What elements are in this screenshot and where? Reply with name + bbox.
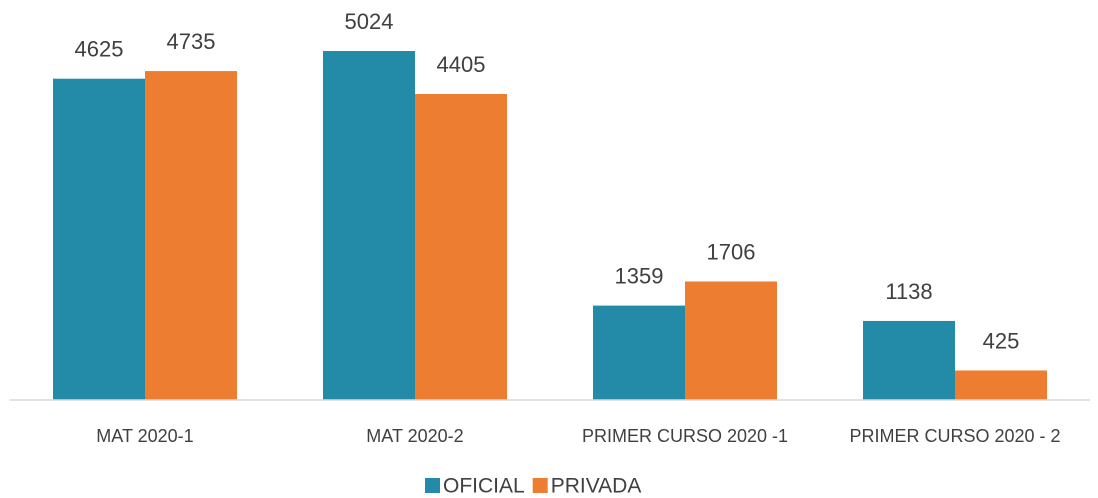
bar [53, 78, 145, 400]
bar [145, 71, 237, 400]
x-tick-label: MAT 2020-2 [366, 426, 463, 446]
legend-label: PRIVADA [551, 475, 642, 498]
data-label: 4625 [75, 37, 124, 62]
bar [955, 370, 1047, 400]
data-label: 1138 [885, 279, 932, 304]
bar [415, 93, 507, 400]
bar [685, 281, 777, 400]
legend-label: OFICIAL [443, 475, 525, 498]
x-tick-label: PRIMER CURSO 2020 -1 [582, 426, 788, 446]
bar [323, 51, 415, 400]
x-tick-label: PRIMER CURSO 2020 - 2 [849, 426, 1060, 446]
legend-swatch [532, 478, 548, 493]
data-label: 5024 [345, 9, 394, 34]
bar [863, 320, 955, 400]
data-label: 1706 [707, 239, 756, 264]
x-tick-label: MAT 2020-1 [96, 426, 193, 446]
data-label: 4405 [437, 52, 486, 77]
data-label: 425 [983, 328, 1020, 353]
legend-swatch [425, 478, 440, 493]
data-label: 4735 [167, 29, 216, 54]
bar [593, 305, 685, 400]
data-label: 1359 [615, 263, 664, 288]
